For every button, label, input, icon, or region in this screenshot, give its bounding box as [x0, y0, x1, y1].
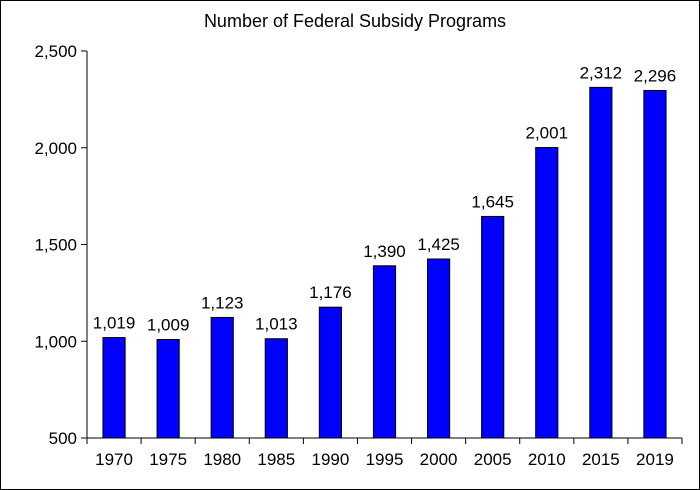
- x-tick-label: 1970: [95, 450, 133, 469]
- bar-2019: [643, 89, 667, 439]
- data-label-2000: 1,425: [417, 235, 460, 254]
- data-label-2019: 2,296: [634, 66, 677, 85]
- bar-1975: [156, 339, 180, 439]
- x-tick-label: 1995: [366, 450, 404, 469]
- x-tick-label: 1975: [149, 450, 187, 469]
- x-tick-label: 2005: [474, 450, 512, 469]
- y-tick-label: 2,500: [34, 42, 77, 61]
- data-label-2010: 2,001: [525, 124, 568, 143]
- data-label-1980: 1,123: [201, 293, 244, 312]
- x-tick-label: 2019: [636, 450, 674, 469]
- bar-1985: [264, 338, 288, 439]
- x-tick-label: 1990: [311, 450, 349, 469]
- bar-2015: [589, 86, 613, 439]
- chart-title: Number of Federal Subsidy Programs: [204, 11, 506, 31]
- bar-2000: [427, 258, 451, 439]
- x-tick-label: 1980: [203, 450, 241, 469]
- data-label-1995: 1,390: [363, 242, 406, 261]
- y-tick-label: 500: [49, 429, 77, 448]
- data-label-2005: 1,645: [471, 192, 514, 211]
- bar-1990: [318, 306, 342, 439]
- bar-series: [102, 86, 667, 439]
- y-tick-label: 2,000: [34, 139, 77, 158]
- data-label-1970: 1,019: [93, 314, 136, 333]
- data-label-1975: 1,009: [147, 316, 190, 335]
- x-tick-label: 2015: [582, 450, 620, 469]
- x-axis-ticks: 1970 1975 1980 1985 1990 1995 2000 2005 2010 2015…: [86, 438, 683, 469]
- bar-1980: [210, 316, 234, 439]
- bar-1970: [102, 337, 126, 439]
- x-tick-label: 2010: [528, 450, 566, 469]
- x-tick-label: 1985: [257, 450, 295, 469]
- data-label-1985: 1,013: [255, 315, 298, 334]
- x-tick-label: 2000: [420, 450, 458, 469]
- y-tick-label: 1,000: [34, 332, 77, 351]
- bar-1995: [372, 265, 397, 439]
- data-label-2015: 2,312: [580, 63, 623, 82]
- data-labels: 1,019 1,009 1,123 1,013 1,176 1,390 1,425 1,645…: [93, 63, 676, 334]
- bar-2010: [535, 147, 559, 439]
- data-label-1990: 1,176: [309, 283, 352, 302]
- y-axis-ticks: 500 1,000 1,500 2,000 2,500: [34, 42, 87, 448]
- y-tick-label: 1,500: [34, 236, 77, 255]
- bar-2005: [481, 215, 505, 439]
